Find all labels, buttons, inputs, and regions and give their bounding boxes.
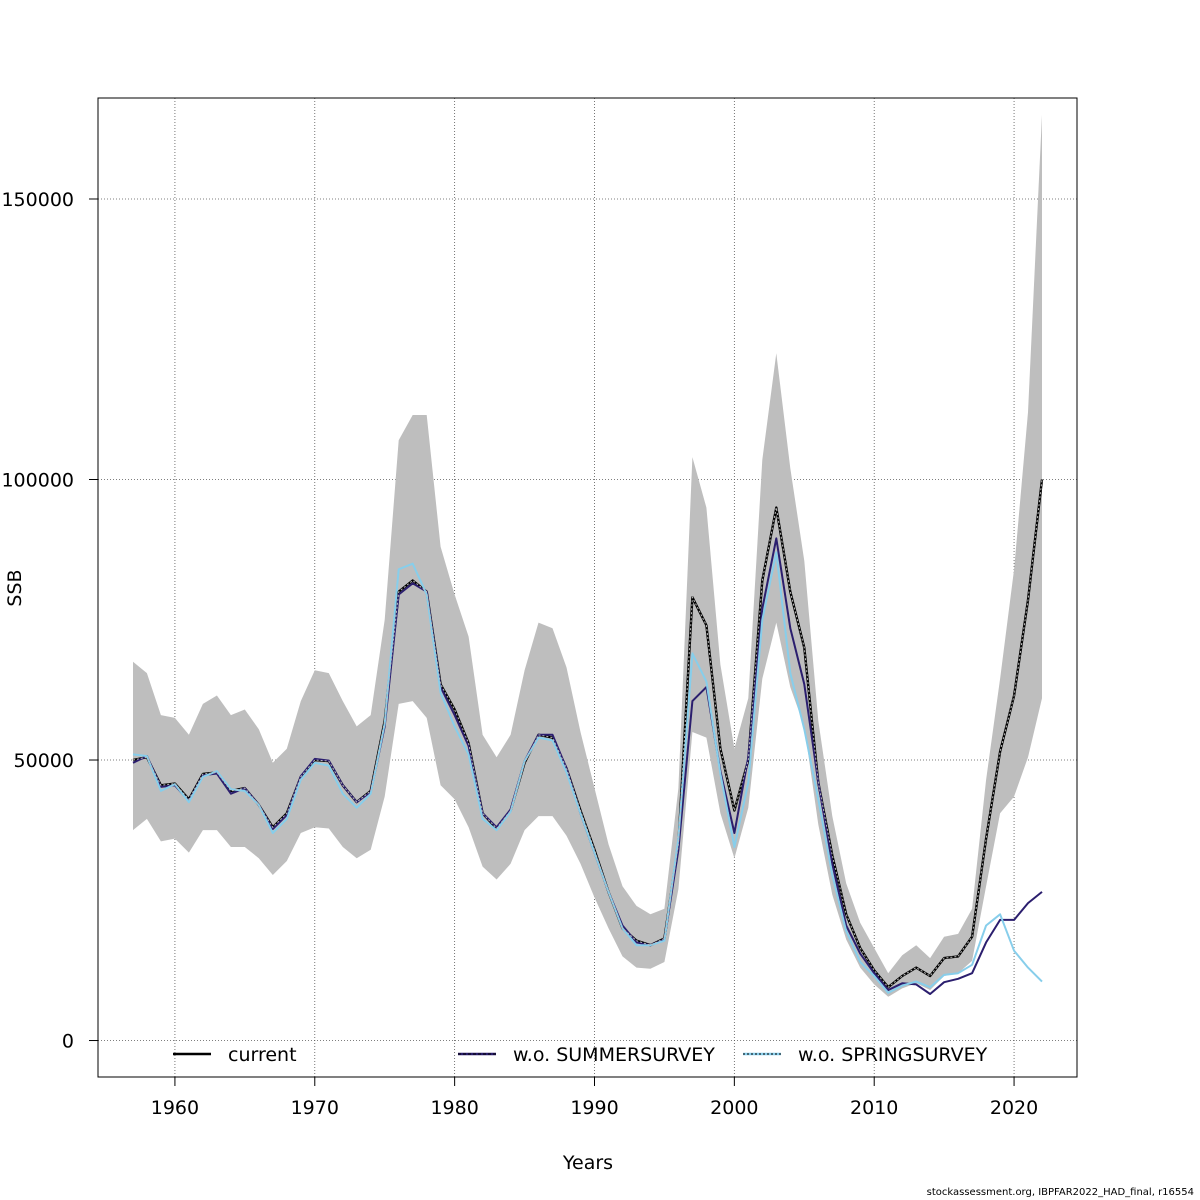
footer-credit: stockassessment.org, IBPFAR2022_HAD_fina… xyxy=(926,1187,1194,1198)
x-tick-label: 1960 xyxy=(151,1097,199,1119)
x-tick-label: 1980 xyxy=(430,1097,478,1119)
series-lines xyxy=(132,479,1044,995)
plot-frame xyxy=(97,97,1078,1078)
series-line-springsurvey xyxy=(132,551,1043,994)
x-tick-label: 1970 xyxy=(291,1097,339,1119)
series-line-current xyxy=(132,479,1044,989)
y-axis-label: SSB xyxy=(4,569,26,606)
y-tick-label: 0 xyxy=(62,1031,74,1053)
y-axis: 0 50000 100000 150000 xyxy=(1,189,99,1053)
legend-label: w.o. SUMMERSURVEY xyxy=(513,1044,715,1066)
y-tick-label: 100000 xyxy=(1,470,74,492)
legend: current w.o. SUMMERSURVEY w.o. SPRINGSURVE… xyxy=(173,1044,988,1066)
x-axis: 1960 1970 1980 1990 2000 2010 2020 xyxy=(151,1076,1038,1119)
x-axis-label: Years xyxy=(562,1152,613,1174)
confidence-band xyxy=(133,114,1042,997)
y-tick-label: 50000 xyxy=(14,750,74,772)
grid-lines xyxy=(98,98,1077,1077)
legend-item: w.o. SUMMERSURVEY xyxy=(458,1044,715,1066)
x-tick-label: 2010 xyxy=(850,1097,898,1119)
x-tick-label: 2020 xyxy=(990,1097,1038,1119)
legend-item: w.o. SPRINGSURVEY xyxy=(743,1044,988,1066)
legend-item: current xyxy=(173,1044,297,1066)
legend-label: current xyxy=(228,1044,297,1066)
y-tick-label: 150000 xyxy=(1,189,74,211)
x-tick-label: 2000 xyxy=(710,1097,758,1119)
legend-label: w.o. SPRINGSURVEY xyxy=(798,1044,988,1066)
series-line-current-dots xyxy=(132,479,1043,988)
x-tick-label: 1990 xyxy=(570,1097,618,1119)
